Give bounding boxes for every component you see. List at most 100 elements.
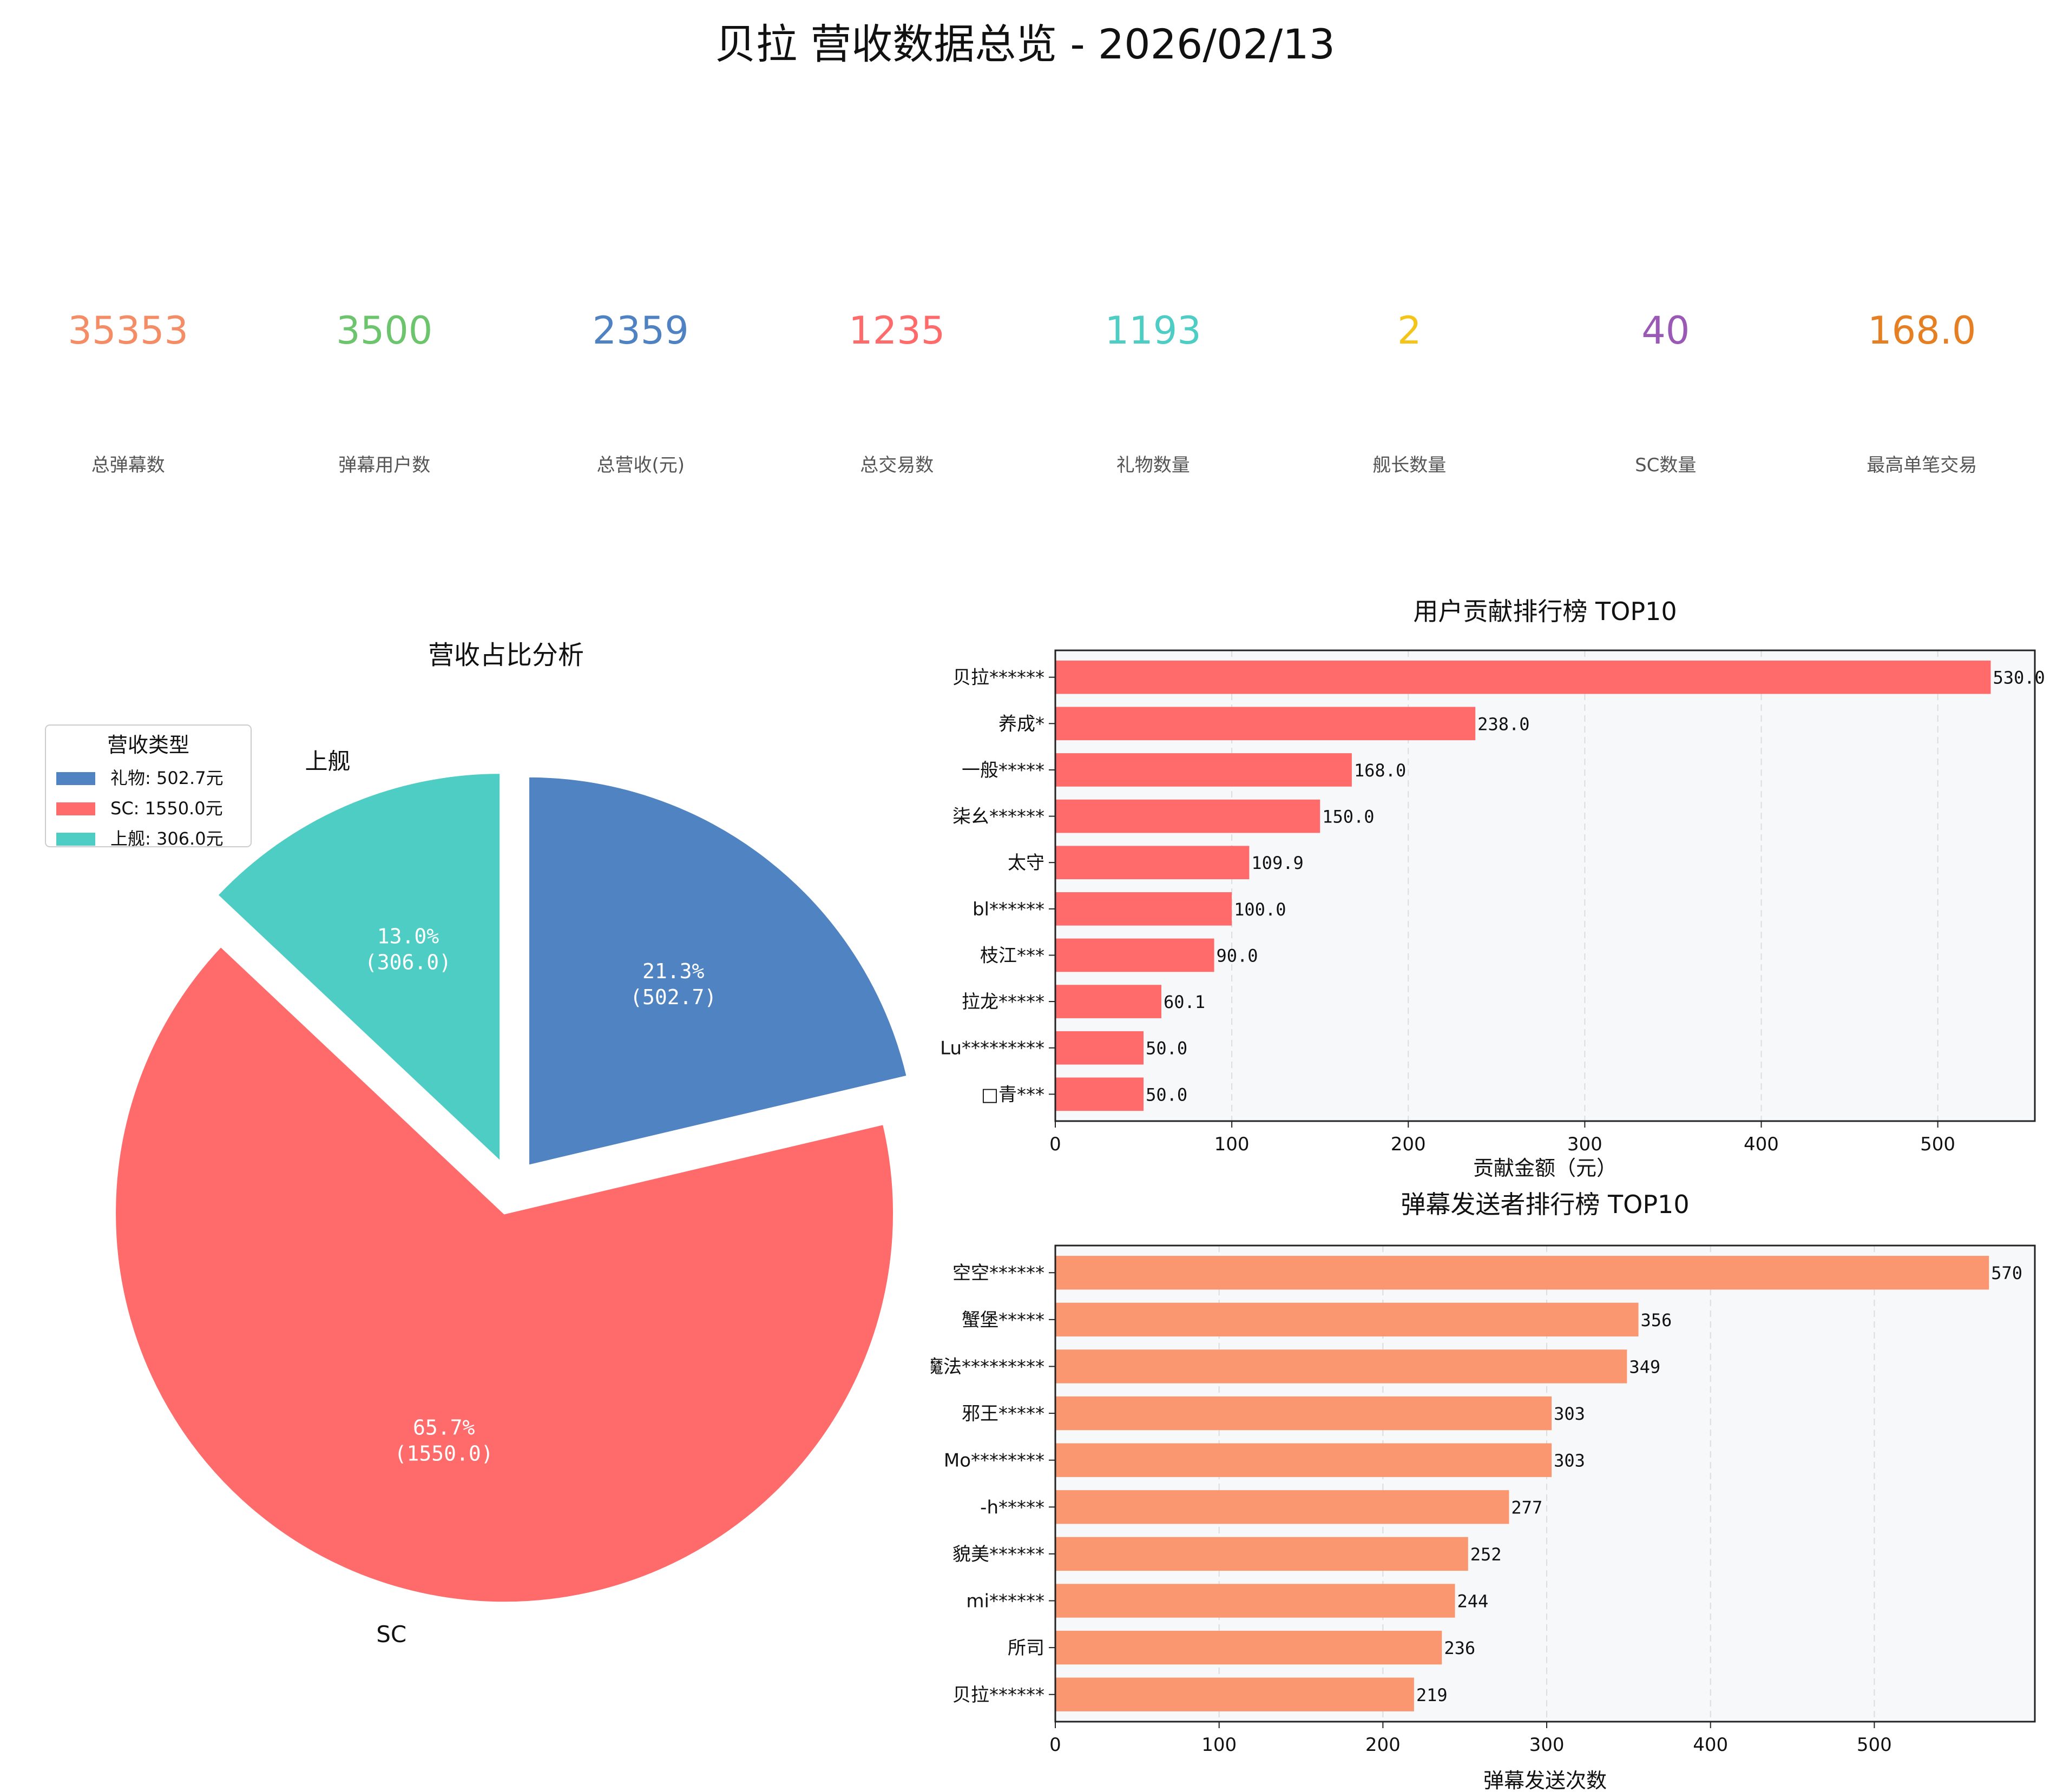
bar <box>1055 1396 1552 1431</box>
x-tick-label: 200 <box>1391 1134 1426 1155</box>
category-label: 蟹堡***** <box>962 1309 1044 1331</box>
category-label: 贝拉****** <box>952 1684 1044 1706</box>
data-label: 349 <box>1629 1356 1660 1377</box>
x-tick-label: 400 <box>1744 1134 1779 1155</box>
x-tick-label: 100 <box>1201 1734 1237 1756</box>
category-label: 枝江*** <box>980 945 1044 966</box>
x-tick-label: 500 <box>1920 1134 1955 1155</box>
legend-entry: SC: 1550.0元 <box>110 798 223 819</box>
bar <box>1055 799 1320 833</box>
kpi-label: 礼物数量 <box>1116 454 1190 476</box>
kpi-label: 总交易数 <box>860 454 934 476</box>
bar <box>1055 1490 1509 1524</box>
data-label: 303 <box>1554 1451 1585 1471</box>
kpi-label: 总营收(元) <box>596 454 685 476</box>
data-label: 356 <box>1641 1310 1672 1330</box>
bar <box>1055 1677 1414 1711</box>
category-label: 柒幺****** <box>952 806 1044 828</box>
category-label: 貌美****** <box>952 1544 1044 1565</box>
danmaku-sender-chart: 弹幕发送者排行榜 TOP10 空空****** 570 蟹堡***** 356 魔法***… <box>931 1190 2036 1792</box>
legend-swatch <box>56 802 95 815</box>
x-axis-label: 弹幕发送次数 <box>1483 1769 1607 1792</box>
kpi-label: 弹幕用户数 <box>338 454 431 476</box>
legend-entry: 上舰: 306.0元 <box>110 828 224 849</box>
bar-chart-title: 弹幕发送者排行榜 TOP10 <box>1401 1190 1689 1219</box>
category-label: Lu********* <box>940 1038 1044 1059</box>
x-tick-label: 100 <box>1214 1134 1250 1155</box>
bar <box>1055 1630 1442 1665</box>
x-tick-label: 300 <box>1529 1734 1565 1756</box>
bar <box>1055 1443 1552 1477</box>
category-label: 养成* <box>998 713 1044 735</box>
legend-frame <box>45 724 252 847</box>
kpi-value: 35353 <box>68 308 189 353</box>
data-label: 50.0 <box>1146 1038 1187 1059</box>
kpi-label: SC数量 <box>1635 454 1697 476</box>
pie-category-label: SC <box>376 1621 406 1648</box>
data-label: 236 <box>1444 1638 1475 1658</box>
x-tick-label: 400 <box>1693 1734 1728 1756</box>
bar <box>1055 938 1214 972</box>
kpi-value: 168.0 <box>1868 308 1976 353</box>
x-tick-label: 200 <box>1365 1734 1401 1756</box>
data-label: 100.0 <box>1234 899 1286 920</box>
pie-percent-label: 65.7% <box>413 1416 475 1440</box>
data-label: 168.0 <box>1354 760 1406 781</box>
pie-slice <box>114 944 895 1604</box>
pie-value-label: (1550.0) <box>395 1442 494 1466</box>
category-label: bl****** <box>973 899 1044 920</box>
kpi-value: 1193 <box>1105 308 1201 353</box>
data-label: 303 <box>1554 1404 1585 1424</box>
dashboard-title: 贝拉 营收数据总览 - 2026/02/13 <box>715 20 1335 68</box>
kpi-label: 总弹幕数 <box>91 454 165 476</box>
bar <box>1055 1077 1144 1111</box>
bar <box>1055 1349 1627 1383</box>
x-tick-label: 500 <box>1857 1734 1892 1756</box>
bar <box>1055 1302 1639 1337</box>
bar <box>1055 753 1352 787</box>
kpi-value: 40 <box>1641 308 1690 353</box>
x-tick-label: 0 <box>1049 1734 1061 1756</box>
category-label: 太守 <box>1008 852 1044 874</box>
legend-entry: 礼物: 502.7元 <box>110 768 224 788</box>
data-label: 150.0 <box>1322 807 1374 827</box>
kpi-value: 1235 <box>849 308 945 353</box>
kpi-value: 2 <box>1397 308 1422 353</box>
pie-category-label: 上舰 <box>305 748 351 775</box>
category-label: 魔法********* <box>931 1356 1044 1378</box>
data-label: 244 <box>1457 1591 1489 1612</box>
category-label: 邪王***** <box>962 1403 1044 1425</box>
bar <box>1055 892 1232 926</box>
bar <box>1055 985 1162 1018</box>
x-tick-label: 300 <box>1567 1134 1602 1155</box>
category-label: 一般***** <box>962 760 1044 781</box>
x-tick-label: 0 <box>1049 1134 1061 1155</box>
pie-value-label: (502.7) <box>630 985 717 1009</box>
kpi-label: 舰长数量 <box>1372 454 1447 476</box>
data-label: 50.0 <box>1146 1084 1187 1105</box>
legend-title: 营收类型 <box>107 733 189 757</box>
pie-percent-label: 21.3% <box>642 959 705 983</box>
revenue-pie-chart: 营收占比分析 21.3%(502.7) 65.7%(1550.0) SC 13.0%(3… <box>45 640 909 1648</box>
data-label: 570 <box>1991 1263 2022 1283</box>
bar <box>1055 1537 1468 1571</box>
pie-percent-label: 13.0% <box>377 924 439 948</box>
bar <box>1055 1031 1144 1065</box>
category-label: 拉龙***** <box>962 991 1044 1013</box>
category-label: □青*** <box>981 1084 1044 1105</box>
category-label: 空空****** <box>952 1262 1044 1284</box>
data-label: 252 <box>1470 1544 1502 1565</box>
legend-swatch <box>56 833 95 846</box>
kpi-value: 2359 <box>592 308 689 353</box>
bar-chart-title: 用户贡献排行榜 TOP10 <box>1413 597 1677 626</box>
data-label: 530.0 <box>1993 668 2045 688</box>
legend-swatch <box>56 772 95 785</box>
category-label: Mo******** <box>944 1450 1044 1472</box>
bar <box>1055 846 1250 880</box>
pie-slice <box>527 775 909 1168</box>
pie-value-label: (306.0) <box>365 950 451 974</box>
kpi-label: 最高单笔交易 <box>1867 454 1977 476</box>
bar <box>1055 1584 1455 1618</box>
kpi-value: 3500 <box>336 308 433 353</box>
